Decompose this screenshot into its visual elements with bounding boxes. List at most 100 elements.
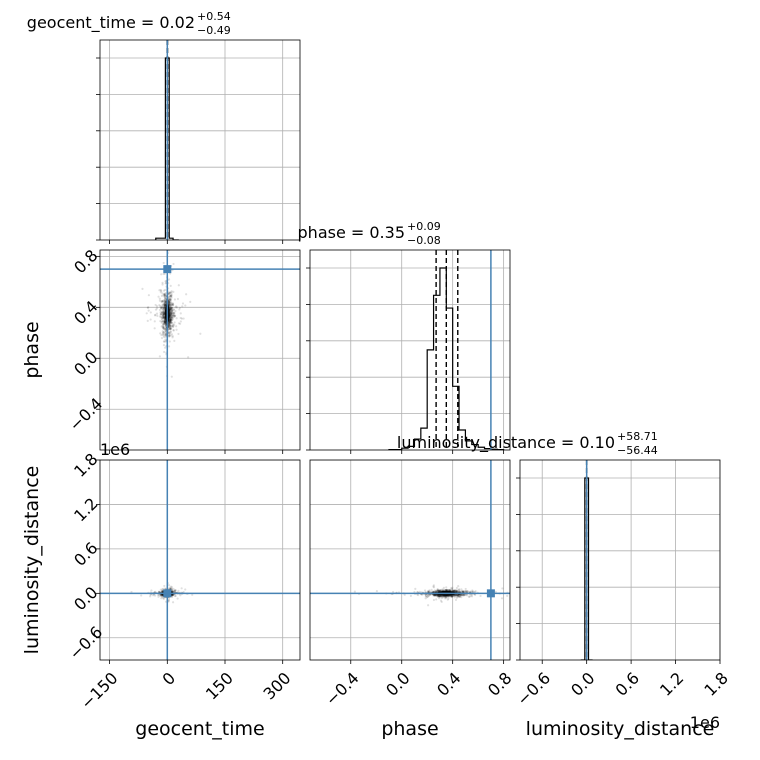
scatter-point bbox=[167, 598, 171, 601]
scatter-point bbox=[164, 335, 167, 339]
axis-label-y-phase: phase bbox=[21, 321, 43, 378]
scatter-point bbox=[163, 305, 166, 308]
scatter-point bbox=[160, 594, 163, 597]
scatter-point bbox=[162, 313, 166, 316]
scatter-point bbox=[159, 313, 162, 316]
scatter-point bbox=[164, 295, 167, 298]
tick-label-y-phase: 0.0 bbox=[70, 348, 101, 379]
scatter-point bbox=[471, 590, 474, 593]
scatter-point bbox=[169, 326, 172, 330]
scatter-point bbox=[162, 596, 165, 600]
scatter-point bbox=[162, 322, 165, 325]
scatter-point bbox=[438, 594, 441, 598]
scatter-point bbox=[162, 311, 165, 314]
panel-frame bbox=[309, 249, 511, 451]
frame-luminosity_distance-luminosity_distance bbox=[516, 459, 721, 664]
scatter-point bbox=[168, 301, 172, 304]
scatter-point bbox=[454, 590, 458, 593]
scatter-point bbox=[170, 316, 173, 319]
scatter-point bbox=[163, 584, 166, 588]
scatter-point bbox=[181, 302, 185, 305]
title-minus: −0.49 bbox=[197, 24, 231, 37]
scatter-point bbox=[149, 593, 152, 596]
scatter-point bbox=[451, 595, 454, 598]
title-luminosity_distance: luminosity_distance = 0.10 +58.71−56.44 bbox=[397, 430, 658, 457]
scatter-point bbox=[169, 319, 173, 322]
scatter-point bbox=[424, 594, 428, 597]
tick-label-y-luminosity_distance: 0.0 bbox=[70, 583, 101, 614]
scatter-point bbox=[169, 587, 172, 590]
scatter-point bbox=[170, 309, 174, 312]
offset-label-ld-y: 1e6 bbox=[100, 440, 130, 459]
scatter-point bbox=[167, 292, 171, 296]
scatter-point bbox=[162, 307, 166, 310]
scatter-point bbox=[171, 324, 174, 327]
scatter-point bbox=[172, 312, 176, 315]
scatter-point bbox=[162, 334, 165, 337]
scatter-point bbox=[169, 304, 172, 307]
scatter-point bbox=[164, 332, 167, 335]
scatter-point bbox=[175, 306, 179, 309]
scatter-point bbox=[171, 593, 175, 597]
tick-label-x-luminosity_distance: 0.0 bbox=[567, 668, 598, 699]
scatter-point bbox=[170, 290, 173, 293]
title-geocent_time: geocent_time = 0.02 +0.54−0.49 bbox=[27, 10, 231, 37]
scatter-point bbox=[162, 340, 166, 343]
scatter-point bbox=[168, 334, 171, 337]
scatter-point bbox=[441, 588, 444, 591]
scatter-point bbox=[167, 295, 170, 298]
tick-label-x-geocent_time: 0 bbox=[159, 668, 180, 689]
scatter-point bbox=[448, 588, 451, 592]
scatter-point bbox=[163, 298, 166, 301]
grid-panel-geocent_time-geocent_time bbox=[100, 40, 300, 240]
scatter-point bbox=[458, 593, 461, 597]
scatter-point bbox=[458, 590, 461, 593]
scatter-point bbox=[162, 272, 165, 276]
scatter-point bbox=[175, 317, 178, 320]
tick-label-x-geocent_time: 150 bbox=[202, 668, 237, 703]
scatter-point bbox=[170, 316, 173, 320]
scatter-point bbox=[161, 300, 164, 303]
scatter-point bbox=[455, 586, 458, 590]
tick-label-x-luminosity_distance: 1.2 bbox=[656, 668, 687, 699]
scatter-point bbox=[169, 295, 172, 298]
scatter-point bbox=[162, 293, 165, 297]
scatter-point bbox=[173, 323, 176, 326]
scatter-point bbox=[163, 306, 166, 309]
scatter-point bbox=[161, 303, 164, 306]
scatter-point bbox=[179, 320, 182, 323]
scatter-point bbox=[168, 320, 172, 324]
scatter-point bbox=[162, 327, 165, 330]
scatter-point bbox=[445, 586, 448, 589]
scatter-point bbox=[159, 593, 162, 596]
scatter-point bbox=[460, 593, 463, 596]
scatter-point bbox=[449, 589, 452, 592]
scatter-point bbox=[160, 317, 163, 320]
scatter-point bbox=[416, 593, 420, 597]
scatter-point bbox=[470, 590, 474, 593]
scatter-point bbox=[157, 593, 161, 596]
scatter-point bbox=[160, 590, 163, 593]
scatter-point bbox=[174, 309, 177, 313]
scatter-point bbox=[170, 296, 173, 299]
scatter-point bbox=[162, 327, 165, 331]
scatter-point bbox=[433, 594, 436, 597]
scatter-point bbox=[170, 306, 173, 309]
scatter-point bbox=[461, 590, 464, 594]
scatter-point bbox=[445, 596, 448, 600]
scatter-point bbox=[172, 323, 175, 326]
scatter-point bbox=[172, 316, 175, 319]
scatter-point bbox=[159, 332, 162, 335]
scatter-point bbox=[159, 291, 162, 294]
scatter-point bbox=[161, 316, 164, 319]
scatter-point bbox=[163, 319, 166, 322]
scatter-point bbox=[146, 306, 149, 309]
scatter-point bbox=[494, 590, 497, 593]
scatter-point bbox=[171, 316, 174, 319]
scatter-point bbox=[171, 304, 174, 307]
scatter-point bbox=[162, 316, 165, 319]
scatter-point bbox=[432, 586, 436, 589]
scatter-point bbox=[160, 321, 163, 324]
scatter-point bbox=[434, 593, 437, 597]
scatter-point bbox=[164, 326, 167, 330]
